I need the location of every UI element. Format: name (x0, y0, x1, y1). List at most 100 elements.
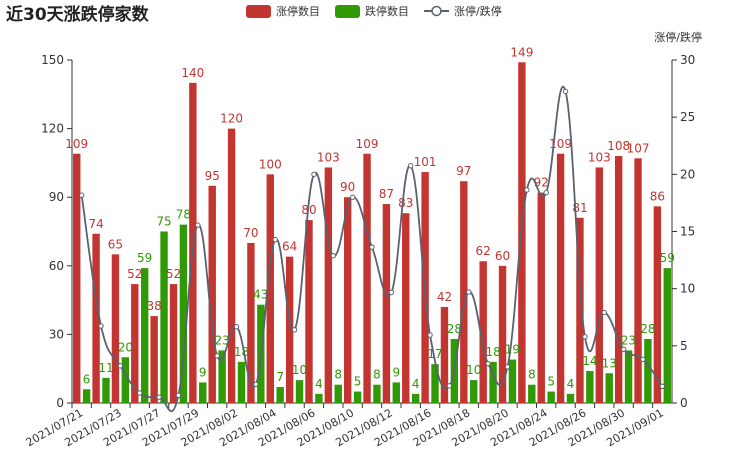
bar-up (498, 265, 507, 403)
ratio-point (369, 244, 375, 250)
chart-title: 近30天涨跌停家数 (6, 4, 150, 25)
y-left-tick-label: 0 (56, 396, 64, 410)
bar-down-value-label: 43 (253, 288, 268, 302)
bar-down-value-label: 8 (528, 368, 536, 382)
bar-down-value-label: 11 (98, 361, 113, 375)
bar-up (247, 242, 255, 403)
bar-down (663, 268, 671, 403)
bar-down (373, 384, 381, 403)
bars (73, 62, 671, 403)
bar-up (150, 316, 158, 403)
bar-up-value-label: 62 (476, 244, 491, 258)
bar-down (121, 357, 130, 403)
ratio-point (175, 392, 182, 399)
legend-line-marker (431, 5, 442, 17)
bar-down-value-label: 5 (547, 375, 555, 389)
y-left-tick-label: 30 (49, 327, 64, 341)
bar-down-value-label: 23 (621, 333, 636, 347)
ratio-point (466, 289, 472, 295)
bar-down-value-label: 10 (466, 363, 481, 377)
bar-down-value-label: 17 (427, 347, 442, 361)
bar-labels: 1096741165205259387552781409952312018704… (65, 45, 675, 391)
legend-swatch (246, 5, 271, 18)
bar-up (208, 185, 216, 403)
y-left-tick-label: 120 (41, 122, 64, 136)
legend: 涨停数目 跌停数目 涨停/跌停 (246, 4, 502, 18)
bar-down (470, 380, 478, 403)
bar-down (276, 386, 284, 403)
bar-up (131, 284, 139, 403)
bar-up (73, 153, 81, 403)
bar-up-value-label: 86 (650, 189, 665, 203)
bar-up-value-label: 38 (147, 299, 162, 313)
bar-up-value-label: 42 (437, 290, 452, 304)
y-right-tick-label: 10 (680, 282, 695, 296)
bar-up-value-label: 149 (510, 45, 533, 59)
bar-down-value-label: 13 (602, 356, 617, 370)
bar-up-value-label: 120 (220, 112, 243, 126)
ratio-point (311, 171, 317, 178)
y-right-tick-label: 25 (680, 110, 695, 124)
bar-up-value-label: 101 (414, 155, 437, 169)
bar-down (605, 373, 613, 403)
legend-label: 涨停数目 (276, 4, 320, 18)
bar-up (614, 156, 623, 403)
ratio-point (485, 360, 491, 367)
bar-down (315, 393, 323, 403)
bar-up-value-label: 109 (65, 137, 88, 151)
y-right-tick-label: 30 (680, 53, 695, 67)
y-left-tick-label: 90 (49, 190, 64, 204)
bar-down (334, 384, 342, 403)
bar-down (508, 359, 517, 403)
bar-up-value-label: 108 (607, 139, 630, 153)
bar-up-value-label: 90 (340, 180, 355, 194)
bar-up (634, 158, 642, 403)
bar-up-value-label: 140 (181, 66, 204, 80)
bar-up (111, 254, 120, 403)
ratio-point (504, 364, 511, 370)
bar-down (353, 391, 362, 403)
bar-down-value-label: 78 (176, 208, 191, 222)
bar-down (431, 364, 439, 403)
bar-down (179, 224, 188, 403)
ratio-point (601, 309, 607, 316)
ratio-point (446, 383, 453, 389)
bar-down-value-label: 28 (447, 322, 462, 336)
y-left-tick-label: 60 (49, 259, 64, 273)
ratio-point (117, 363, 124, 369)
bar-up (537, 192, 545, 403)
y-right-tick-label: 15 (680, 225, 695, 239)
bar-up (363, 153, 371, 403)
bar-down (566, 393, 575, 403)
y-right-tick-label: 5 (680, 339, 688, 353)
bar-down (160, 231, 168, 403)
bar-up-value-label: 109 (356, 137, 379, 151)
bar-down-value-label: 18 (485, 345, 500, 359)
ratio-point (214, 353, 220, 359)
ratio-point (156, 394, 162, 400)
bar-up (440, 306, 449, 403)
bar-down (392, 382, 401, 403)
legend-label: 跌停数目 (365, 4, 409, 18)
ratio-point (253, 381, 259, 388)
ratio-point (349, 194, 356, 200)
bar-down (624, 350, 633, 403)
bar-down-value-label: 10 (292, 363, 307, 377)
bar-up (227, 128, 236, 403)
ratio-point (272, 236, 278, 243)
bar-down-value-label: 9 (392, 365, 400, 379)
bar-up (343, 197, 352, 403)
bar-up-value-label: 87 (379, 187, 394, 201)
bar-down (489, 361, 497, 403)
ratio-point (408, 163, 414, 169)
bar-down (295, 380, 304, 403)
bar-down-value-label: 23 (214, 333, 229, 347)
bar-down (140, 268, 149, 403)
bar-up (92, 233, 100, 403)
bar-down (411, 393, 420, 403)
bar-down (547, 391, 555, 403)
y-right-tick-label: 20 (680, 167, 695, 181)
legend-swatch (335, 5, 360, 18)
ratio-point (524, 187, 530, 193)
